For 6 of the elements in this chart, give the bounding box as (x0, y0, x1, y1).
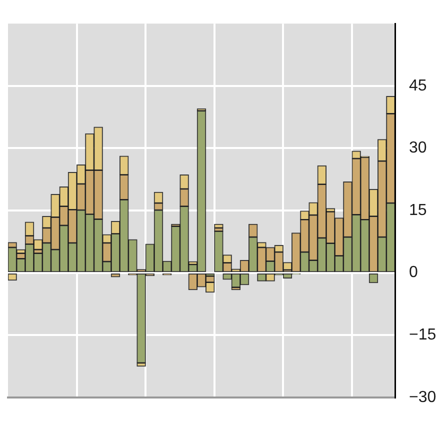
y-tick-label: 30 (409, 140, 427, 157)
y-tick-label: 0 (409, 264, 418, 282)
y-tick-label: −30 (409, 388, 436, 406)
y-tick-label: 15 (409, 202, 427, 219)
y-tick-label: 45 (409, 77, 427, 94)
y-tick-label: −15 (409, 326, 436, 344)
